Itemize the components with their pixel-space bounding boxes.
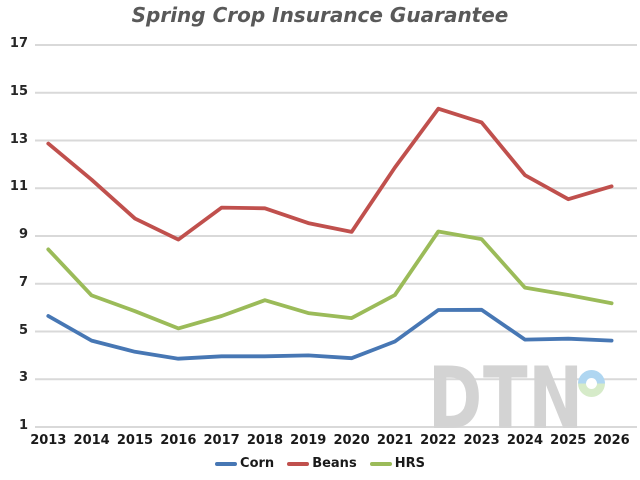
y-axis-tick-label: 3 [18, 370, 28, 386]
y-axis-tick-label: 15 [9, 83, 28, 99]
series-line-hrs [46, 229, 614, 331]
x-axis-year-label: 2019 [290, 433, 327, 448]
y-axis-tick-label: 13 [9, 131, 28, 147]
legend-label: Corn [240, 456, 275, 471]
y-axis-tick-label: 11 [9, 179, 28, 195]
x-axis-year-label: 2013 [30, 433, 67, 448]
legend-item-corn: Corn [215, 456, 274, 471]
x-axis-year-label: 2016 [160, 433, 197, 448]
dtn-watermark-text: DTN [428, 349, 584, 449]
chart-title: Spring Crop Insurance Guarantee [131, 3, 509, 27]
series-line-corn [46, 307, 614, 361]
x-axis-year-label: 2015 [116, 433, 154, 448]
x-axis-year-label: 2020 [333, 433, 370, 448]
legend-item-beans: Beans [287, 456, 357, 471]
legend-label: Beans [312, 456, 357, 471]
legend-swatch-corn [215, 461, 238, 466]
dtn-watermark-logo: DTN [428, 356, 584, 442]
y-axis-tick-label: 17 [9, 36, 28, 51]
legend-swatch-beans [287, 461, 310, 466]
x-axis-year-label: 2018 [246, 433, 284, 448]
x-axis-year-label: 2014 [73, 433, 110, 448]
legend-item-hrs: HRS [369, 456, 425, 471]
y-axis-tick-label: 7 [18, 274, 28, 290]
legend-swatch-hrs [369, 461, 392, 466]
x-axis-year-label: 2025 [550, 433, 587, 448]
y-axis-tick-label: 9 [18, 227, 28, 242]
chart-legend: Corn Beans HRS [0, 456, 640, 471]
x-axis-year-label: 2023 [463, 433, 500, 448]
dtn-logo-ring-icon [578, 370, 605, 397]
series-line-beans [46, 106, 614, 242]
x-axis-year-label: 2017 [203, 433, 240, 448]
x-axis-year-label: 2021 [376, 433, 414, 448]
x-axis-year-label: 2022 [420, 433, 457, 448]
x-axis-year-label: 2026 [593, 433, 630, 448]
y-axis-tick-label: 5 [18, 322, 28, 338]
y-axis-tick-label: 1 [18, 418, 28, 433]
x-axis-year-label: 2024 [506, 433, 544, 448]
legend-label: HRS [394, 456, 425, 471]
